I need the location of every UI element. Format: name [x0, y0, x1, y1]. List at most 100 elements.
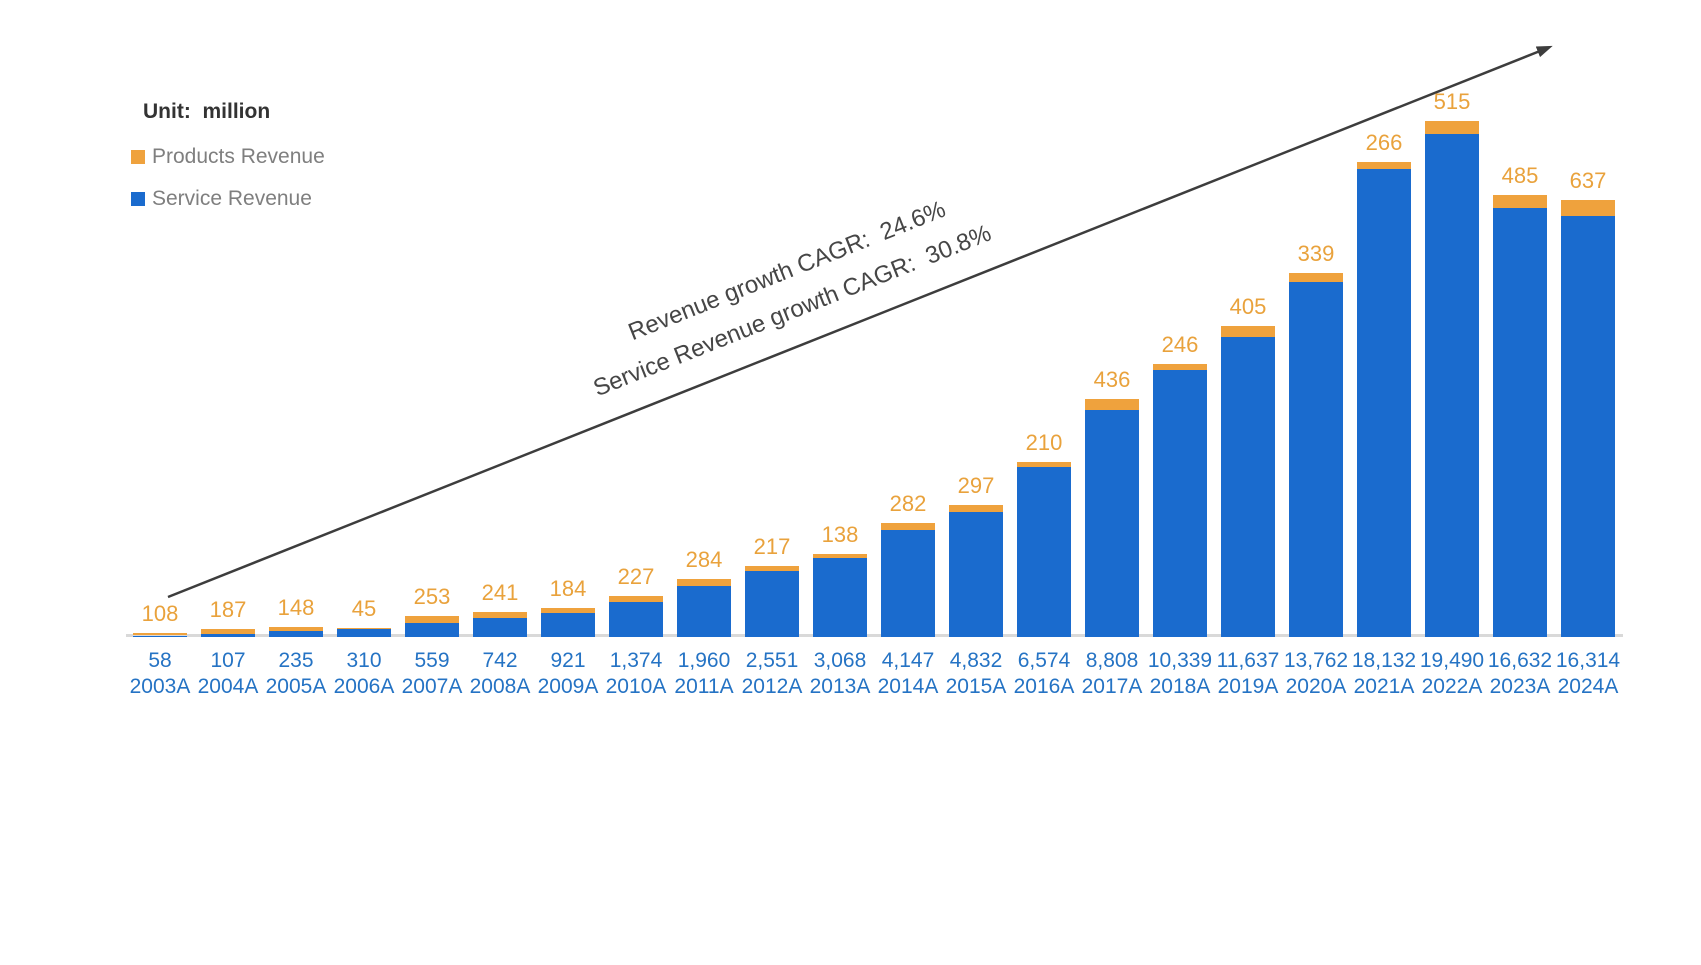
products-value-label-2010A: 227	[617, 563, 655, 589]
products-revenue-bar-2005A	[269, 627, 323, 631]
service-revenue-bar-2008A	[473, 617, 527, 637]
service-value-label-2016A: 6,574	[1017, 649, 1071, 672]
service-value-label-2024A: 16,314	[1555, 649, 1621, 672]
service-value-label-2004A: 107	[210, 649, 246, 672]
service-value-label-2018A: 10,339	[1147, 649, 1213, 672]
products-value-label-2021A: 266	[1365, 130, 1403, 156]
service-revenue-bar-2010A	[609, 601, 663, 637]
service-revenue-bar-2019A	[1221, 336, 1275, 637]
service-revenue-bar-2011A	[677, 586, 731, 637]
year-label-2023A: 2023A	[1489, 675, 1551, 698]
products-revenue-bar-2018A	[1153, 363, 1207, 371]
products-revenue-bar-2015A	[949, 504, 1003, 513]
products-value-label-2014A: 282	[889, 490, 927, 516]
products-value-label-2012A: 217	[753, 533, 791, 559]
service-revenue-bar-2006A	[337, 629, 391, 637]
year-label-2005A: 2005A	[265, 675, 327, 698]
legend-label: Products Revenue	[152, 145, 325, 168]
year-label-2020A: 2020A	[1285, 675, 1347, 698]
products-revenue-bar-2020A	[1289, 273, 1343, 282]
products-revenue-bar-2022A	[1425, 120, 1479, 135]
legend-item-service-revenue: Service Revenue	[131, 186, 325, 212]
products-value-label-2006A: 45	[351, 595, 377, 621]
year-label-2011A: 2011A	[674, 675, 734, 698]
products-value-label-2023A: 485	[1501, 163, 1539, 189]
products-revenue-bar-2024A	[1561, 199, 1615, 217]
year-label-2022A: 2022A	[1421, 675, 1483, 698]
year-label-2008A: 2008A	[469, 675, 531, 698]
service-revenue-bar-2005A	[269, 630, 323, 637]
service-revenue-bar-2015A	[949, 512, 1003, 637]
products-revenue-bar-2010A	[609, 595, 663, 602]
service-revenue-bar-2016A	[1017, 467, 1071, 637]
products-revenue-bar-2016A	[1017, 461, 1071, 468]
products-value-label-2011A: 284	[685, 547, 723, 573]
service-value-label-2019A: 11,637	[1216, 649, 1280, 672]
products-value-label-2005A: 148	[277, 595, 315, 621]
products-revenue-bar-2006A	[337, 627, 391, 629]
year-label-2019A: 2019A	[1217, 675, 1279, 698]
service-value-label-2006A: 310	[346, 649, 382, 672]
service-value-label-2013A: 3,068	[813, 649, 867, 672]
service-revenue-bar-2013A	[813, 557, 867, 637]
products-value-label-2022A: 515	[1433, 88, 1471, 114]
products-value-label-2015A: 297	[957, 472, 995, 498]
products-revenue-bar-2011A	[677, 579, 731, 587]
products-revenue-bar-2019A	[1221, 326, 1275, 337]
service-value-label-2009A: 921	[550, 649, 586, 672]
service-revenue-bar-2017A	[1085, 409, 1139, 637]
year-label-2010A: 2010A	[605, 675, 667, 698]
service-value-label-2005A: 235	[278, 649, 314, 672]
products-value-label-2007A: 253	[413, 584, 451, 610]
products-revenue-bar-2012A	[745, 565, 799, 572]
products-revenue-bar-2008A	[473, 611, 527, 618]
products-value-label-2013A: 138	[821, 522, 859, 548]
legend-item-products-revenue: Products Revenue	[131, 144, 325, 170]
service-value-label-2023A: 16,632	[1487, 649, 1553, 672]
service-revenue-bar-2020A	[1289, 281, 1343, 637]
service-value-label-2017A: 8,808	[1085, 649, 1139, 672]
service-revenue-bar-2024A	[1561, 216, 1615, 637]
legend-label: Service Revenue	[152, 187, 312, 210]
products-revenue-bar-2014A	[881, 522, 935, 530]
year-label-2024A: 2024A	[1557, 675, 1619, 698]
service-value-label-2020A: 13,762	[1283, 649, 1349, 672]
x-axis-line	[126, 634, 1623, 637]
service-revenue-bar-2018A	[1153, 370, 1207, 637]
year-label-2015A: 2015A	[945, 675, 1007, 698]
service-value-label-2011A: 1,960	[677, 649, 731, 672]
service-value-label-2015A: 4,832	[949, 649, 1003, 672]
year-label-2009A: 2009A	[537, 675, 599, 698]
products-revenue-bar-2023A	[1493, 195, 1547, 208]
service-revenue-swatch	[131, 192, 145, 206]
chart-legend: Products Revenue Service Revenue	[131, 144, 325, 228]
products-value-label-2020A: 339	[1297, 241, 1335, 267]
service-revenue-bar-2012A	[745, 571, 799, 637]
products-value-label-2016A: 210	[1025, 429, 1063, 455]
products-value-label-2018A: 246	[1161, 331, 1199, 357]
year-label-2014A: 2014A	[877, 675, 939, 698]
products-revenue-bar-2021A	[1357, 162, 1411, 170]
products-revenue-bar-2004A	[201, 629, 255, 635]
service-revenue-bar-2004A	[201, 634, 255, 637]
service-revenue-bar-2022A	[1425, 134, 1479, 637]
products-revenue-swatch	[131, 150, 145, 164]
products-value-label-2019A: 405	[1229, 294, 1267, 320]
products-value-label-2003A: 108	[141, 600, 179, 626]
year-label-2013A: 2013A	[809, 675, 871, 698]
service-value-label-2022A: 19,490	[1419, 649, 1485, 672]
year-label-2006A: 2006A	[333, 675, 395, 698]
year-label-2017A: 2017A	[1081, 675, 1143, 698]
service-value-label-2010A: 1,374	[609, 649, 663, 672]
products-value-label-2004A: 187	[209, 597, 247, 623]
products-value-label-2017A: 436	[1093, 366, 1131, 392]
products-revenue-bar-2013A	[813, 554, 867, 558]
products-value-label-2024A: 637	[1569, 167, 1607, 193]
year-label-2021A: 2021A	[1353, 675, 1415, 698]
service-revenue-bar-2021A	[1357, 169, 1411, 637]
service-revenue-bar-2023A	[1493, 207, 1547, 637]
products-revenue-bar-2017A	[1085, 398, 1139, 410]
year-label-2007A: 2007A	[401, 675, 463, 698]
year-label-2004A: 2004A	[197, 675, 259, 698]
